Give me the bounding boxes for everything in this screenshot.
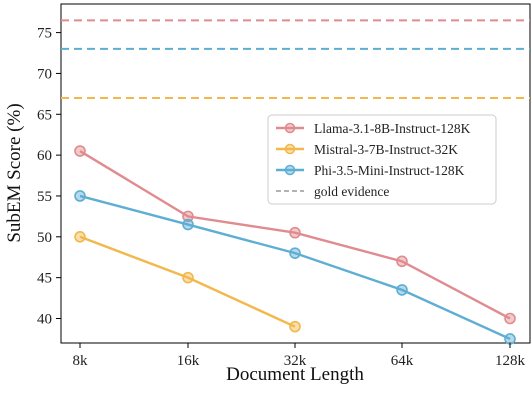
data-point <box>504 312 516 325</box>
y-axis-ticks: 40 45 50 55 60 65 70 75 <box>37 26 61 327</box>
data-point <box>289 226 301 239</box>
data-point <box>182 218 194 231</box>
data-point <box>396 255 408 268</box>
data-point <box>504 333 516 345</box>
x-tick-label: 128k <box>495 353 526 369</box>
x-tick-label: 32k <box>284 353 307 369</box>
legend-box <box>267 114 497 205</box>
data-point <box>289 320 301 333</box>
x-tick-label: 64k <box>391 353 414 369</box>
data-point <box>396 284 408 296</box>
data-point <box>74 145 86 157</box>
data-point <box>182 210 194 223</box>
legend-label: Llama-3.1-8B-Instruct-128K <box>314 121 471 136</box>
data-point <box>289 247 301 259</box>
legend-marker <box>284 164 296 176</box>
y-axis-label: SubEM Score (%) <box>4 103 25 242</box>
y-tick-label: 60 <box>37 148 52 164</box>
x-tick-label: 16k <box>177 353 200 369</box>
legend-label: Mistral-3-7B-Instruct-32K <box>314 142 458 157</box>
legend-label: Phi-3.5-Mini-Instruct-128K <box>314 163 465 178</box>
legend-marker <box>284 143 296 155</box>
y-tick-label: 65 <box>37 107 52 123</box>
x-axis-label: Document Length <box>226 364 364 385</box>
legend-marker <box>284 122 296 134</box>
y-tick-label: 75 <box>37 26 52 42</box>
series-line-2 <box>79 194 511 341</box>
y-tick-label: 55 <box>37 189 52 205</box>
series-line-0 <box>79 150 511 320</box>
y-tick-label: 40 <box>37 311 52 327</box>
data-point <box>74 231 86 243</box>
legend-label: gold evidence <box>314 184 389 199</box>
y-tick-label: 45 <box>37 271 52 287</box>
x-axis-ticks: 8k 16k 32k 64k 128k <box>73 343 526 369</box>
x-tick-label: 8k <box>73 353 89 369</box>
legend: Llama-3.1-8B-Instruct-128K Mistral-3-7B-I… <box>267 114 497 205</box>
y-tick-label: 50 <box>37 230 52 246</box>
data-point <box>182 271 194 284</box>
data-point <box>74 190 86 202</box>
y-tick-label: 70 <box>37 66 52 82</box>
series-line-1 <box>79 235 296 328</box>
series-layer <box>74 145 516 345</box>
gold-evidence-lines <box>61 19 530 99</box>
